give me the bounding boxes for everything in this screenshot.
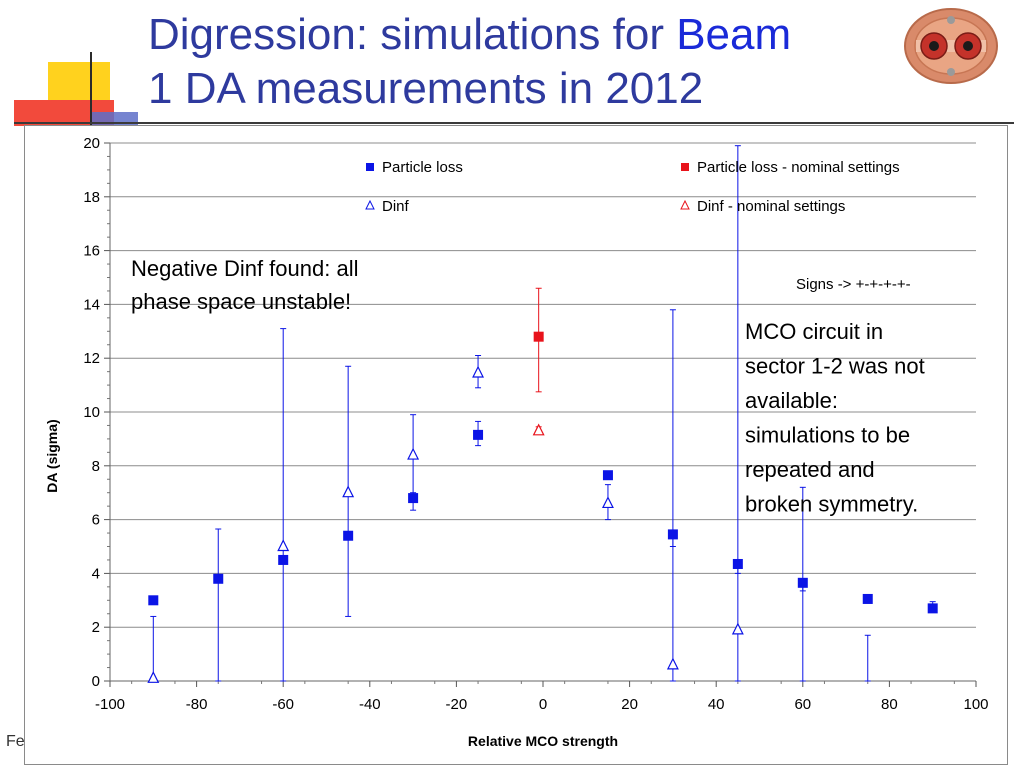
- data-point-square: [148, 595, 159, 606]
- data-point-square: [667, 529, 678, 540]
- x-tick-label: 100: [963, 696, 988, 713]
- y-tick-label: 20: [83, 135, 100, 152]
- decor-horizontal-line: [14, 122, 1014, 124]
- y-tick-label: 2: [92, 619, 100, 636]
- chart-frame: 0 2 4 6 8 10 12 14 16 18 20 -100 -80 -60 -40 -20 0 20 40 60…: [24, 125, 1008, 765]
- legend-marker: [681, 163, 689, 171]
- x-tick-label: 60: [794, 696, 811, 713]
- y-tick-label: 14: [83, 296, 100, 313]
- annotation-negative-dinf: Negative Dinf found: all phase space uns…: [131, 256, 365, 314]
- data-point-square: [278, 554, 289, 565]
- x-tick-label: 20: [621, 696, 638, 713]
- data-point-triangle: [731, 622, 744, 635]
- title-line2: 1 DA measurements in 2012: [148, 64, 704, 113]
- data-point-triangle: [666, 657, 679, 670]
- x-tick-label: -80: [186, 696, 208, 713]
- data-point-square: [732, 558, 743, 569]
- lhc-magnet-cross-section-icon: [904, 8, 998, 84]
- y-tick-label: 8: [92, 458, 100, 475]
- data-point-triangle: [407, 447, 420, 460]
- data-point-square: [473, 429, 484, 440]
- data-point-square: [602, 470, 613, 481]
- decor-vertical-line: [90, 52, 92, 128]
- data-point-square: [797, 577, 808, 588]
- data-point-triangle: [147, 670, 160, 683]
- errorbar-layer: [150, 145, 936, 682]
- x-tick-label: -60: [272, 696, 294, 713]
- y-tick-label: 4: [92, 565, 100, 582]
- y-axis-label: DA (sigma): [44, 419, 60, 492]
- data-point-triangle: [532, 423, 545, 436]
- data-point-square: [213, 573, 224, 584]
- legend-label: Dinf - nominal settings: [697, 198, 845, 215]
- x-tick-label: -40: [359, 696, 381, 713]
- axis-layer: 0 2 4 6 8 10 12 14 16 18 20 -100 -80 -60 -40 -20 0 20 40 60…: [83, 135, 988, 713]
- title-accent: Beam: [676, 10, 792, 59]
- y-tick-label: 0: [92, 673, 100, 690]
- legend-label: Dinf: [382, 198, 410, 215]
- data-point-triangle: [342, 485, 355, 498]
- grid-layer: [110, 142, 976, 628]
- title-part1: Digression: simulations for: [148, 10, 677, 59]
- y-tick-label: 6: [92, 512, 100, 529]
- footer-text: Fe: [6, 733, 25, 750]
- x-tick-label: 80: [881, 696, 898, 713]
- x-tick-label: -20: [446, 696, 468, 713]
- y-tick-label: 18: [83, 189, 100, 206]
- data-point-triangle: [277, 539, 290, 552]
- x-tick-label: 40: [708, 696, 725, 713]
- x-tick-label: -100: [95, 696, 125, 713]
- data-point-square: [533, 331, 544, 342]
- da-vs-mco-chart: 0 2 4 6 8 10 12 14 16 18 20 -100 -80 -60 -40 -20 0 20 40 60…: [44, 135, 989, 749]
- annotation-mco-note: MCO circuit in sector 1-2 was not availabl…: [745, 319, 925, 517]
- x-tick-label: 0: [539, 696, 547, 713]
- slide-title: Digression: simulations for Beam 1 DA me…: [148, 8, 908, 116]
- y-tick-label: 10: [83, 404, 100, 421]
- x-axis-label: Relative MCO strength: [468, 733, 618, 749]
- marker-layer: [147, 331, 938, 683]
- annotation-signs: Signs -> +-+-+-+-: [796, 276, 911, 293]
- legend-marker: [365, 199, 375, 210]
- legend-marker: [366, 163, 374, 171]
- data-point-triangle: [601, 496, 614, 509]
- legend-marker: [680, 199, 690, 210]
- legend-label: Particle loss - nominal settings: [697, 159, 900, 176]
- y-tick-label: 12: [83, 350, 100, 367]
- data-point-triangle: [472, 365, 485, 378]
- y-tick-label: 16: [83, 243, 100, 260]
- data-point-square: [862, 593, 873, 604]
- data-point-square: [343, 530, 354, 541]
- data-point-square: [927, 603, 938, 614]
- legend-layer: Particle loss Particle loss - nominal set…: [365, 159, 900, 215]
- data-point-square: [408, 493, 419, 504]
- legend-label: Particle loss: [382, 159, 463, 176]
